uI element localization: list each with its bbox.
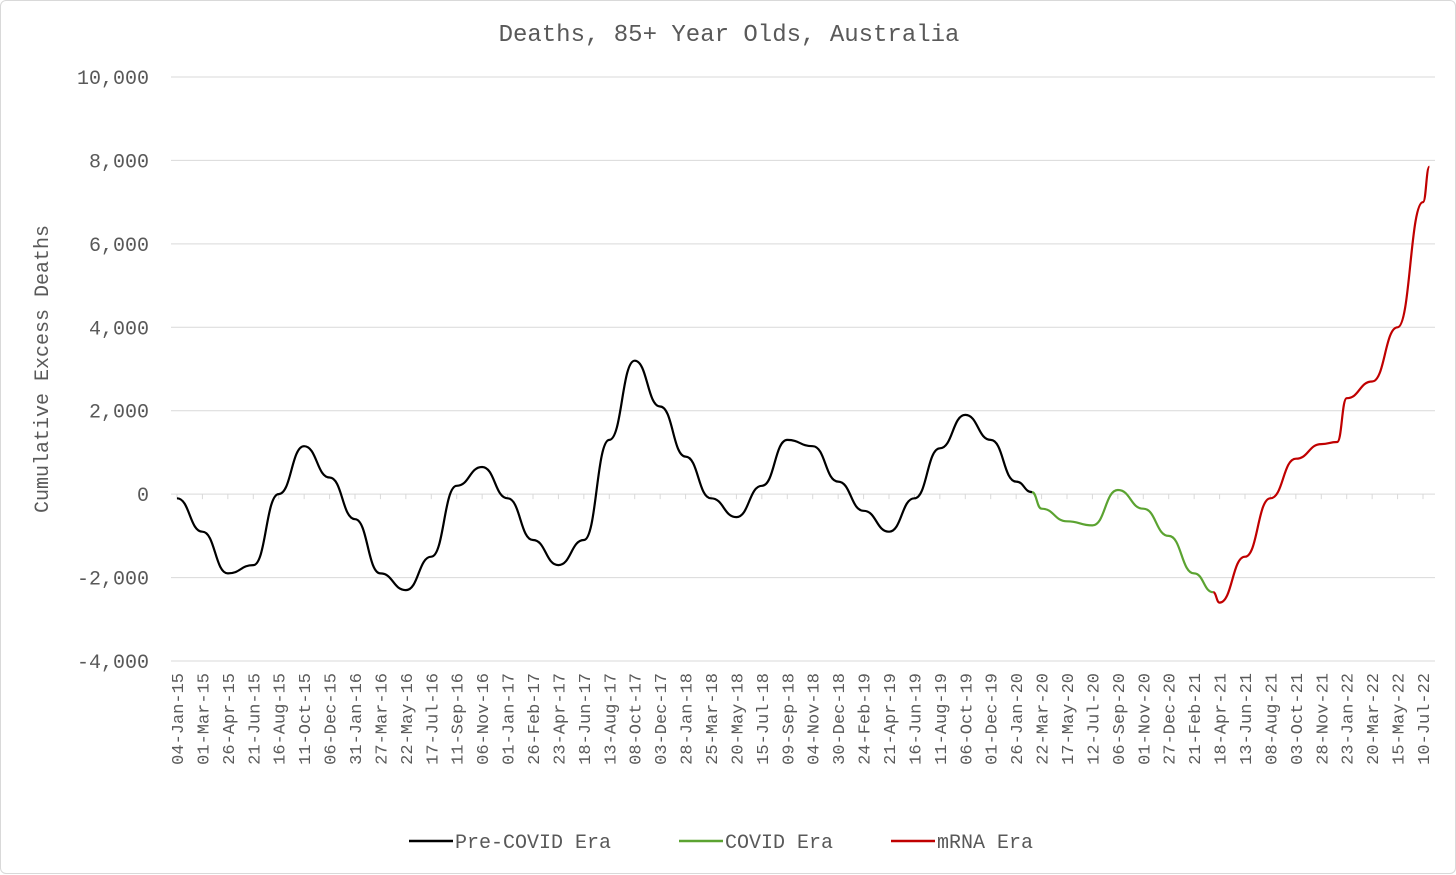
- x-tick-label: 01-Dec-19: [984, 673, 1003, 765]
- x-tick-label: 22-Mar-20: [1035, 673, 1054, 765]
- chart-title: Deaths, 85+ Year Olds, Australia: [499, 22, 960, 49]
- x-tick-label: 11-Sep-16: [450, 673, 469, 765]
- x-tick-label: 25-Mar-18: [704, 673, 723, 765]
- x-tick-label: 01-Mar-15: [195, 673, 214, 765]
- x-tick-label: 08-Oct-17: [628, 673, 647, 765]
- x-tick-label: 06-Nov-16: [475, 673, 494, 765]
- x-tick-label: 26-Jan-20: [1009, 673, 1028, 765]
- x-tick-label: 31-Jan-16: [348, 673, 367, 765]
- legend-label: mRNA Era: [937, 832, 1033, 855]
- series-line-pre-covid-era: [176, 359, 1033, 592]
- x-tick-label: 17-Jul-16: [424, 673, 443, 765]
- x-tick-label: 21-Apr-19: [882, 673, 901, 765]
- x-tick-label: 20-Mar-22: [1365, 673, 1384, 765]
- x-tick-label: 11-Aug-19: [933, 673, 952, 765]
- x-tick-label: 30-Dec-18: [831, 673, 850, 765]
- y-tick-label: -2,000: [77, 569, 149, 592]
- legend-label: COVID Era: [725, 832, 833, 855]
- x-tick-label: 23-Jan-22: [1340, 673, 1359, 765]
- x-tick-label: 17-May-20: [1060, 673, 1079, 765]
- x-tick-label: 27-Mar-16: [373, 673, 392, 765]
- y-tick-label: 8,000: [89, 151, 149, 174]
- x-tick-label: 15-May-22: [1391, 673, 1410, 765]
- x-tick-label: 11-Oct-15: [297, 673, 316, 765]
- legend: Pre-COVID Era COVID Era mRNA Era: [409, 832, 1033, 855]
- x-tick-label: 18-Jun-17: [577, 673, 596, 765]
- x-tick-label: 23-Apr-17: [551, 673, 570, 765]
- x-tick-label: 28-Nov-21: [1314, 673, 1333, 765]
- series-line-mrna-era: [1212, 165, 1431, 604]
- y-tick-label: 0: [137, 485, 149, 508]
- x-tick-label: 06-Oct-19: [958, 673, 977, 765]
- x-tick-label: 28-Jan-18: [679, 673, 698, 765]
- y-tick-label: -4,000: [77, 652, 149, 675]
- x-tick-label: 13-Jun-21: [1238, 673, 1257, 765]
- x-tick-label: 27-Dec-20: [1162, 673, 1181, 765]
- x-tick-label: 06-Dec-15: [323, 673, 342, 765]
- y-tick-label: 6,000: [89, 235, 149, 258]
- gridlines: [171, 76, 1435, 662]
- x-tick-label: 01-Nov-20: [1136, 673, 1155, 765]
- y-tick-labels: -4,000 -2,000 0 2,000 4,000 6,000 8,000 10,000: [77, 68, 149, 675]
- y-tick-label: 2,000: [89, 402, 149, 425]
- x-tick-label: 15-Jul-18: [755, 673, 774, 765]
- x-tick-label: 26-Feb-17: [526, 673, 545, 765]
- x-tick-label: 21-Feb-21: [1187, 673, 1206, 765]
- x-tick-label: 08-Aug-21: [1263, 673, 1282, 765]
- x-tick-label: 13-Aug-17: [602, 673, 621, 765]
- x-tick-label: 18-Apr-21: [1213, 673, 1232, 765]
- x-tick-label: 24-Feb-19: [857, 673, 876, 765]
- y-axis-label: Cumulative Excess Deaths: [32, 225, 55, 513]
- x-tick-label: 16-Aug-15: [272, 673, 291, 765]
- x-tick-label: 09-Sep-18: [780, 673, 799, 765]
- series-line-covid-era: [1031, 488, 1214, 594]
- x-tick-label: 03-Oct-21: [1289, 673, 1308, 765]
- x-tick-label: 06-Sep-20: [1111, 673, 1130, 765]
- x-tick-label: 04-Nov-18: [806, 673, 825, 765]
- x-tick-label: 03-Dec-17: [653, 673, 672, 765]
- x-tick-label: 01-Jan-17: [501, 673, 520, 765]
- x-tick-label: 12-Jul-20: [1085, 673, 1104, 765]
- legend-label: Pre-COVID Era: [455, 832, 611, 855]
- x-tick-label: 21-Jun-15: [246, 673, 265, 765]
- y-tick-label: 10,000: [77, 68, 149, 91]
- series-lines: [176, 165, 1431, 604]
- x-tick-label: 04-Jan-15: [170, 673, 189, 765]
- x-tick-labels: 04-Jan-15 01-Mar-15 26-Apr-15 21-Jun-15 16-A…: [170, 673, 1435, 765]
- x-tick-label: 10-Jul-22: [1416, 673, 1435, 765]
- y-tick-label: 4,000: [89, 318, 149, 341]
- x-tick-label: 22-May-16: [399, 673, 418, 765]
- x-tick-label: 26-Apr-15: [221, 673, 240, 765]
- x-tick-label: 20-May-18: [729, 673, 748, 765]
- x-tick-label: 16-Jun-19: [907, 673, 926, 765]
